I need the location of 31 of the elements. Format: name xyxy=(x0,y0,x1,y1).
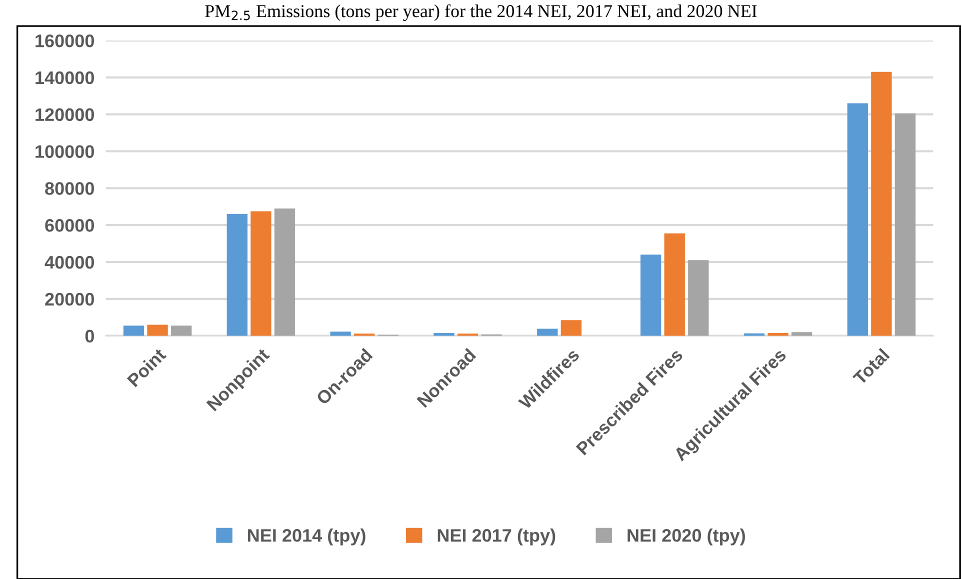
y-tick-label: 120000 xyxy=(36,108,94,122)
bar xyxy=(847,103,868,336)
bar xyxy=(640,254,662,336)
legend-label: NEI 2014 (tpy) xyxy=(248,528,366,546)
y-tick-label: 40000 xyxy=(44,256,94,269)
bar xyxy=(123,326,144,336)
bar xyxy=(170,326,192,336)
bar xyxy=(147,324,168,336)
y-tick-label: 160000 xyxy=(36,34,94,48)
bar xyxy=(226,214,248,336)
legend-label: NEI 2017 (tpy) xyxy=(438,528,556,546)
bar xyxy=(768,333,788,336)
bar xyxy=(688,260,709,336)
bar xyxy=(274,208,296,336)
bar xyxy=(664,233,685,336)
y-tick-label: 140000 xyxy=(36,71,94,84)
bar xyxy=(871,72,892,336)
bar xyxy=(434,333,454,336)
y-tick-label: 60000 xyxy=(45,219,94,232)
bar xyxy=(894,113,916,336)
bar xyxy=(791,332,812,336)
y-tick-label: 80000 xyxy=(45,182,94,195)
legend-label: NEI 2020 (tpy) xyxy=(628,528,745,546)
chart-title: PM$_{2.5}$ Emissions (tons per year) for the 2014 NEI, 2017 NEI, and 2020 NEI xyxy=(205,4,757,21)
bar xyxy=(330,332,351,336)
bar xyxy=(537,328,558,336)
bar xyxy=(250,211,272,336)
y-tick-label: 100000 xyxy=(36,145,94,158)
bar xyxy=(560,320,582,336)
y-tick-label: 20000 xyxy=(45,292,94,306)
y-tick-label: 0 xyxy=(85,330,94,343)
